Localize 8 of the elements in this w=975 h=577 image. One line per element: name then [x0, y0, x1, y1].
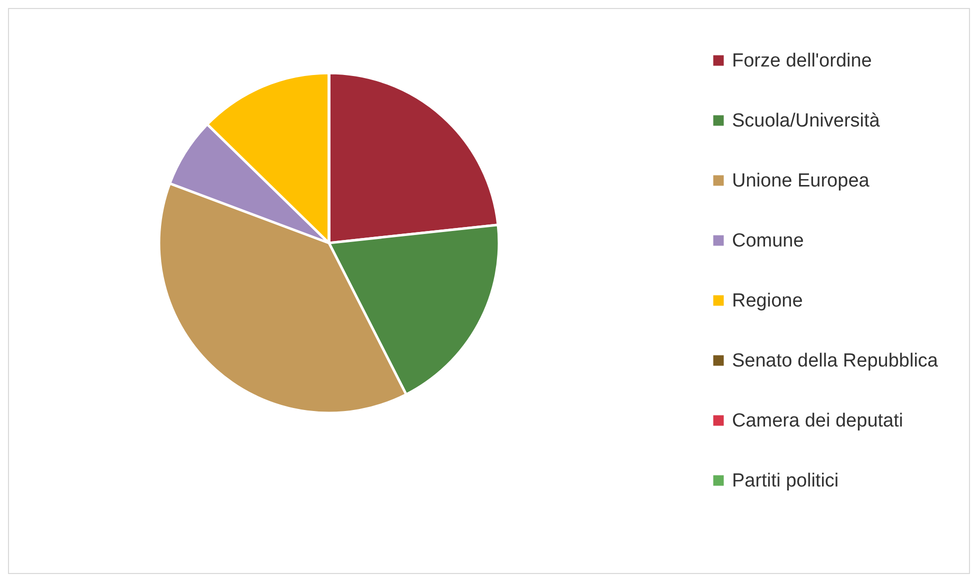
legend-label: Scuola/Università — [732, 110, 880, 132]
legend-label: Unione Europea — [732, 170, 870, 192]
legend-label: Camera dei deputati — [732, 410, 904, 432]
legend-label: Partiti politici — [732, 470, 839, 492]
legend-label: Forze dell'ordine — [732, 50, 872, 72]
legend-label: Comune — [732, 230, 804, 252]
legend-label: Regione — [732, 290, 803, 312]
legend-label: Senato della Repubblica — [732, 350, 938, 372]
